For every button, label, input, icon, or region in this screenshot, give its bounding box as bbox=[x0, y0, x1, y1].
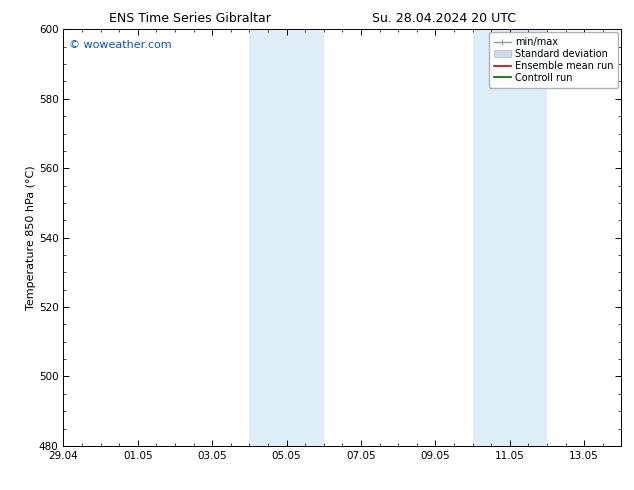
Legend: min/max, Standard deviation, Ensemble mean run, Controll run: min/max, Standard deviation, Ensemble me… bbox=[489, 32, 618, 88]
Y-axis label: Temperature 850 hPa (°C): Temperature 850 hPa (°C) bbox=[26, 165, 36, 310]
Text: ENS Time Series Gibraltar: ENS Time Series Gibraltar bbox=[109, 12, 271, 25]
Bar bbox=[249, 29, 324, 446]
Text: Su. 28.04.2024 20 UTC: Su. 28.04.2024 20 UTC bbox=[372, 12, 516, 25]
Text: © woweather.com: © woweather.com bbox=[69, 40, 172, 50]
Bar bbox=[472, 29, 547, 446]
